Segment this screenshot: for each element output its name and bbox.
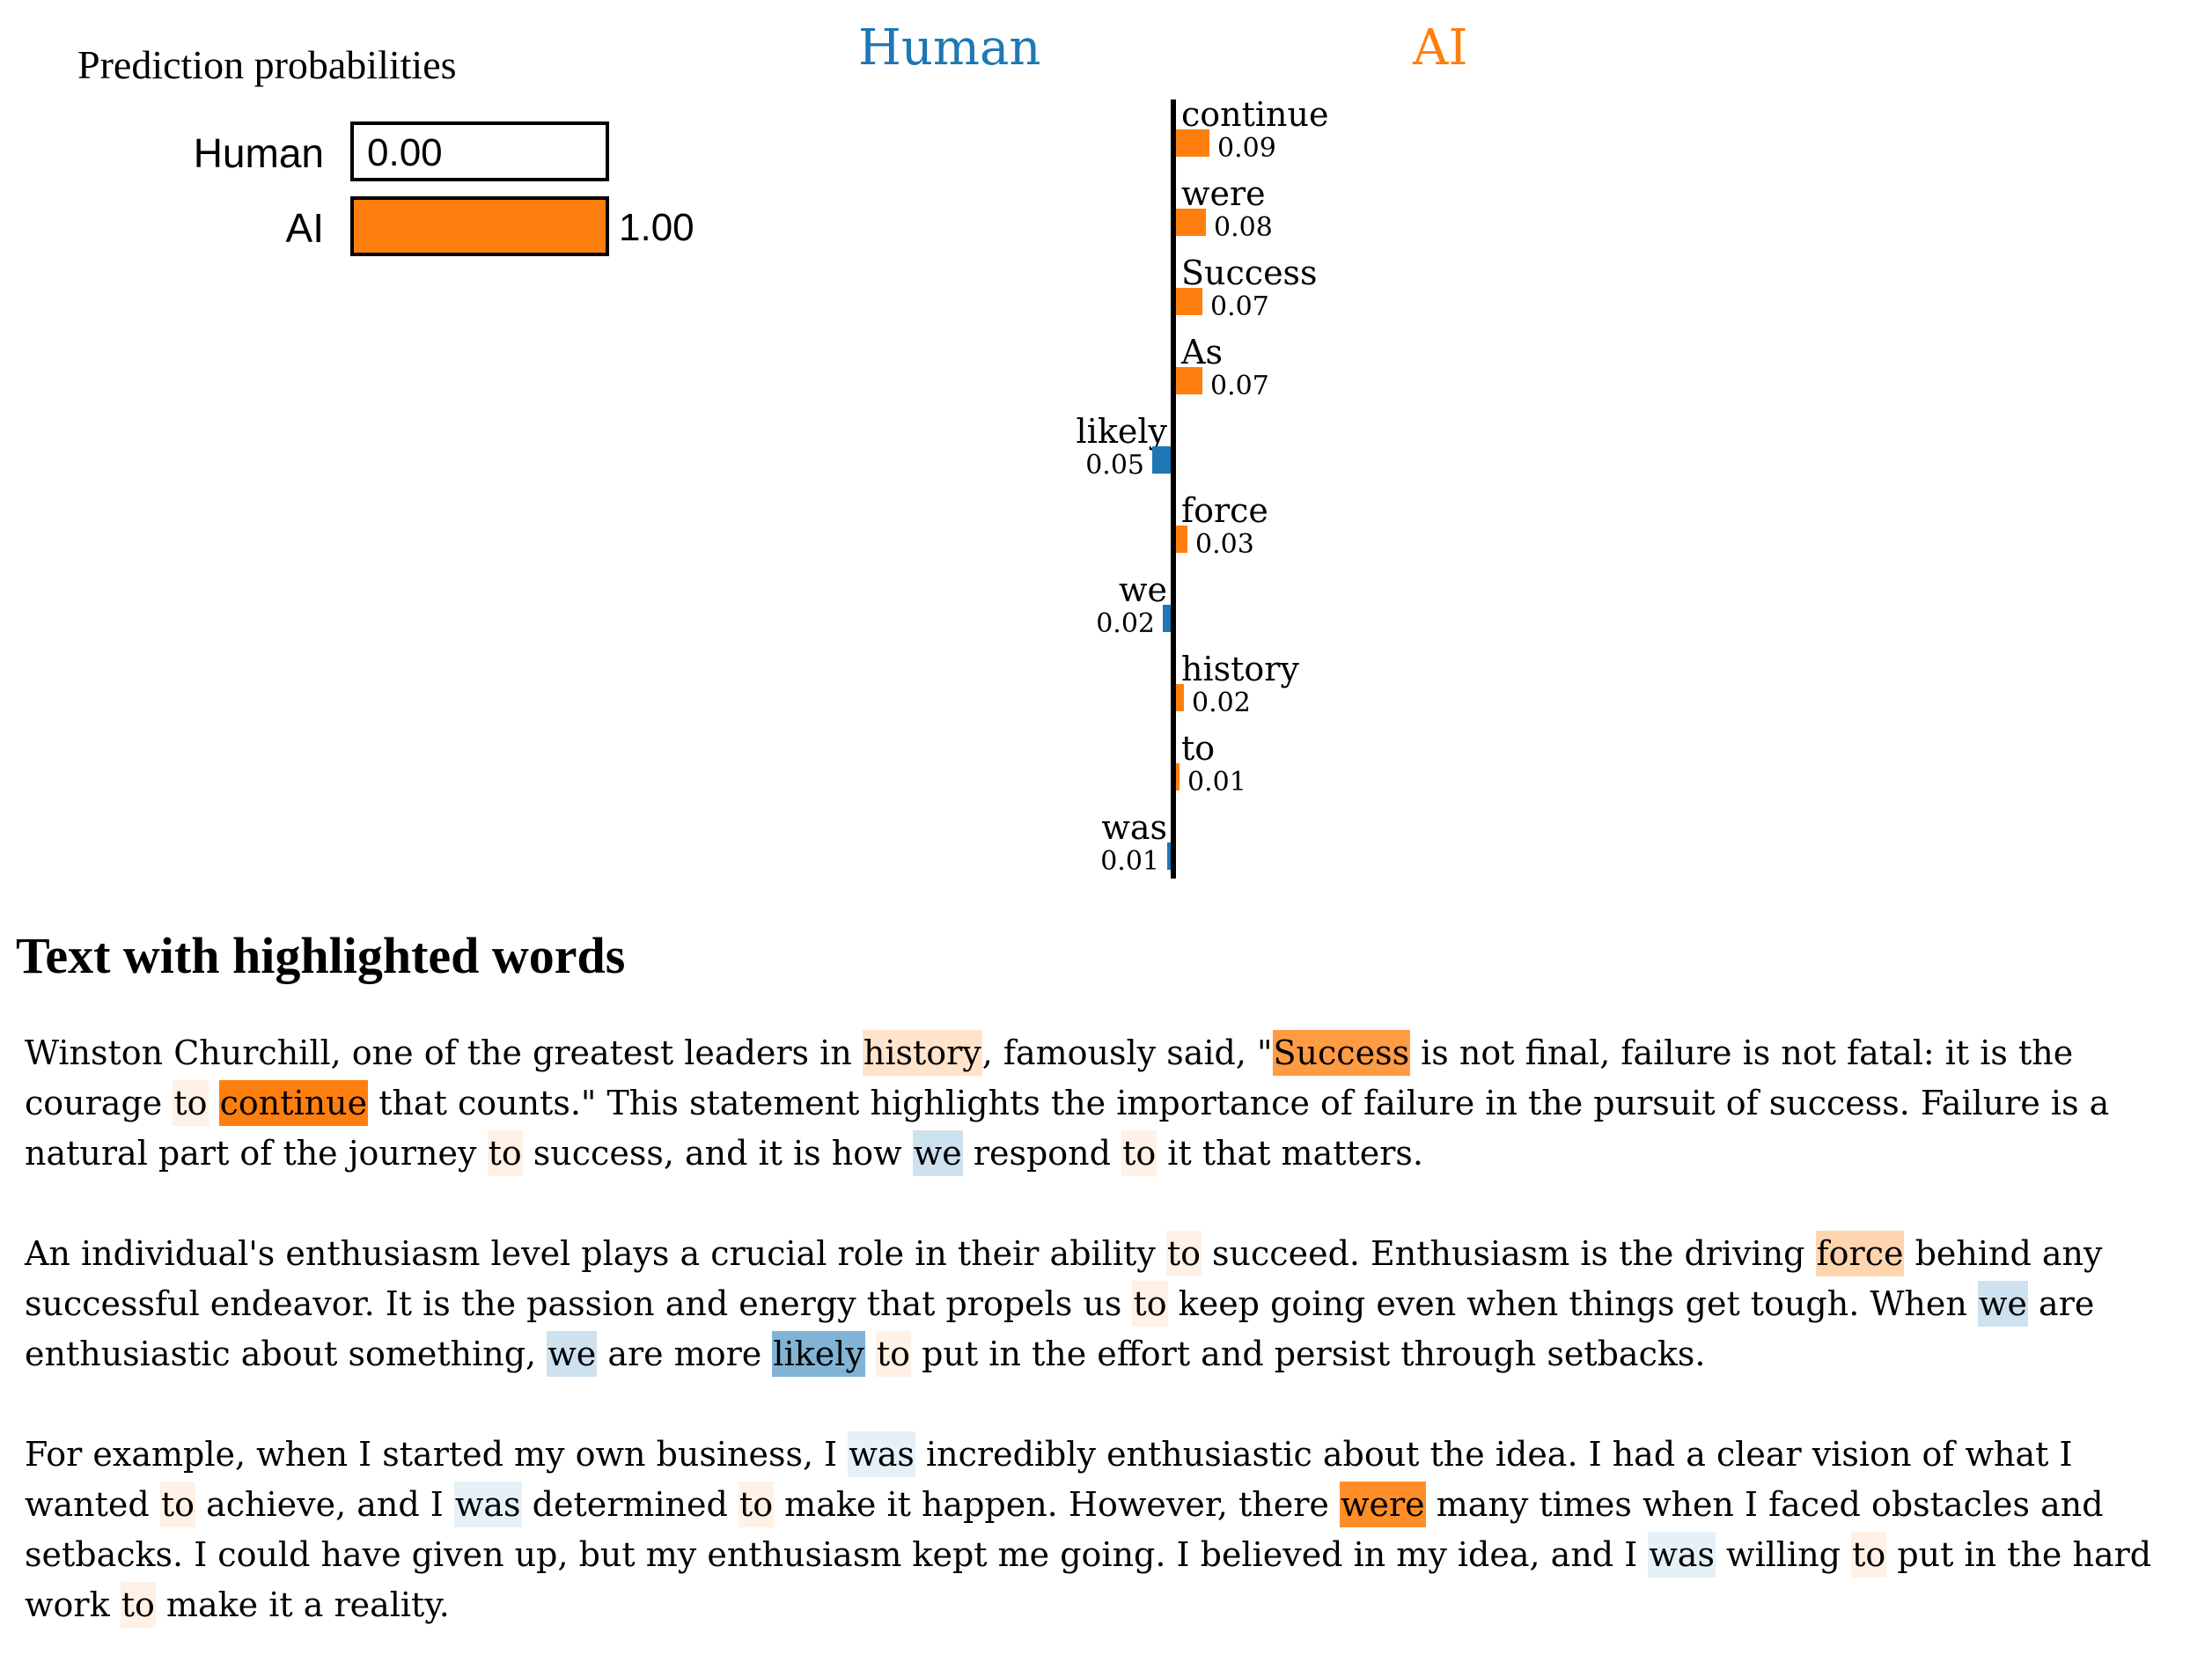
highlighted-word: Success <box>1272 1030 1411 1076</box>
highlighted-word: was <box>1648 1532 1716 1578</box>
text-segment: it that matters. <box>1157 1134 1424 1173</box>
highlighted-word: to <box>1851 1532 1887 1578</box>
probability-value: 0.00 <box>367 131 443 174</box>
feature-weight-bar <box>1152 446 1171 474</box>
text-segment: achieve, and I <box>195 1485 454 1524</box>
text-section-heading: Text with highlighted words <box>16 927 626 984</box>
highlighted-word: to <box>1165 1231 1202 1276</box>
paragraph: For example, when I started my own busin… <box>25 1430 2199 1630</box>
highlighted-word: to <box>1121 1130 1157 1176</box>
probability-row-label: AI <box>285 205 324 251</box>
highlighted-word: to <box>487 1130 523 1176</box>
probability-value: 1.00 <box>619 206 694 249</box>
text-segment: success, and it is how <box>522 1134 913 1173</box>
feature-weight-bar <box>1176 129 1209 157</box>
feature-weight-bar <box>1167 842 1171 870</box>
highlighted-word: to <box>1132 1281 1168 1327</box>
feature-weight-bar <box>1176 209 1206 236</box>
highlighted-word: likely <box>772 1331 865 1377</box>
text-segment: behind any successful endeavor. It is th… <box>25 1234 2103 1323</box>
highlighted-word: to <box>738 1482 775 1527</box>
chart-header-human: Human <box>858 19 1041 77</box>
text-segment: succeed. Enthusiasm is the driving <box>1201 1234 1816 1273</box>
highlighted-word: were <box>1339 1482 1426 1527</box>
feature-weight-value: 0.09 <box>1217 133 1276 164</box>
text-segment: that counts." This statement highlights … <box>25 1084 2110 1173</box>
text-segment: put in the effort and persist through se… <box>911 1335 1706 1373</box>
text-segment: is not final, failure is not fatal: it i… <box>25 1033 2074 1122</box>
feature-word-label: to <box>1181 729 1216 768</box>
feature-weight-value: 0.02 <box>1192 688 1251 718</box>
highlighted-word: we <box>1977 1281 2028 1327</box>
feature-weight-value: 0.05 <box>1085 450 1144 481</box>
text-segment: put in the hard work <box>25 1535 2152 1624</box>
feature-weight-value: 0.07 <box>1210 371 1269 401</box>
text-body: Winston Churchill, one of the greatest l… <box>25 1028 2199 1630</box>
feature-weight-bar <box>1176 288 1202 315</box>
text-segment: make it happen. However, there <box>774 1485 1340 1524</box>
chart-axis-line <box>1171 99 1176 879</box>
highlighted-word: we <box>912 1130 963 1176</box>
chart-header-ai: AI <box>1413 19 1468 77</box>
feature-weight-value: 0.07 <box>1210 291 1269 322</box>
paragraph: Winston Churchill, one of the greatest l… <box>25 1028 2199 1179</box>
feature-word-label: force <box>1181 491 1268 530</box>
feature-weight-value: 0.03 <box>1195 529 1254 560</box>
highlighted-word: to <box>875 1331 912 1377</box>
feature-word-label: history <box>1181 650 1299 688</box>
text-segment: willing <box>1715 1535 1852 1574</box>
text-segment: , famously said, " <box>981 1033 1273 1072</box>
highlighted-word: to <box>173 1080 209 1126</box>
text-segment <box>209 1084 219 1122</box>
probability-row-label: Human <box>193 130 324 176</box>
text-segment: incredibly enthusiastic about the idea. … <box>25 1435 2073 1524</box>
text-segment: Winston Churchill, one of the greatest l… <box>25 1033 863 1072</box>
text-segment: are enthusiastic about something, <box>25 1284 2095 1373</box>
text-segment: are more <box>597 1335 773 1373</box>
probability-bar <box>350 196 609 256</box>
highlighted-word: we <box>547 1331 598 1377</box>
text-segment: keep going even when things get tough. W… <box>1167 1284 1978 1323</box>
feature-weight-bar <box>1176 526 1187 553</box>
paragraph: An individual's enthusiasm level plays a… <box>25 1229 2199 1379</box>
probability-bar <box>350 121 609 181</box>
text-segment: make it a reality. <box>155 1585 450 1624</box>
feature-weight-value: 0.02 <box>1096 608 1155 639</box>
feature-word-label: likely <box>1076 412 1167 451</box>
highlighted-word: force <box>1815 1231 1905 1276</box>
feature-weight-bar <box>1176 763 1179 791</box>
text-segment: determined <box>521 1485 739 1524</box>
feature-weight-bar <box>1176 684 1184 711</box>
feature-word-label: we <box>1118 570 1167 609</box>
feature-weight-value: 0.01 <box>1100 846 1159 877</box>
feature-word-label: was <box>1101 808 1167 847</box>
highlighted-word: continue <box>218 1080 369 1126</box>
feature-word-label: Success <box>1181 254 1318 292</box>
text-segment: many times when I faced obstacles and se… <box>25 1485 2104 1574</box>
probability-bar-fill <box>354 200 606 253</box>
highlighted-word: to <box>159 1482 195 1527</box>
feature-word-label: continue <box>1181 95 1329 134</box>
text-segment: An individual's enthusiasm level plays a… <box>25 1234 1166 1273</box>
feature-weight-value: 0.08 <box>1214 212 1273 243</box>
prediction-probabilities-title: Prediction probabilities <box>77 42 457 87</box>
highlighted-word: to <box>120 1582 156 1628</box>
feature-word-label: As <box>1181 333 1223 371</box>
feature-word-label: were <box>1181 174 1266 213</box>
highlighted-word: was <box>453 1482 522 1527</box>
feature-weight-bar <box>1163 605 1171 632</box>
feature-weight-bar <box>1176 367 1202 394</box>
text-segment <box>865 1335 876 1373</box>
feature-weight-value: 0.01 <box>1187 767 1246 798</box>
highlighted-word: history <box>862 1030 982 1076</box>
text-segment: respond <box>962 1134 1122 1173</box>
highlighted-word: was <box>848 1431 915 1477</box>
text-segment: For example, when I started my own busin… <box>25 1435 849 1474</box>
